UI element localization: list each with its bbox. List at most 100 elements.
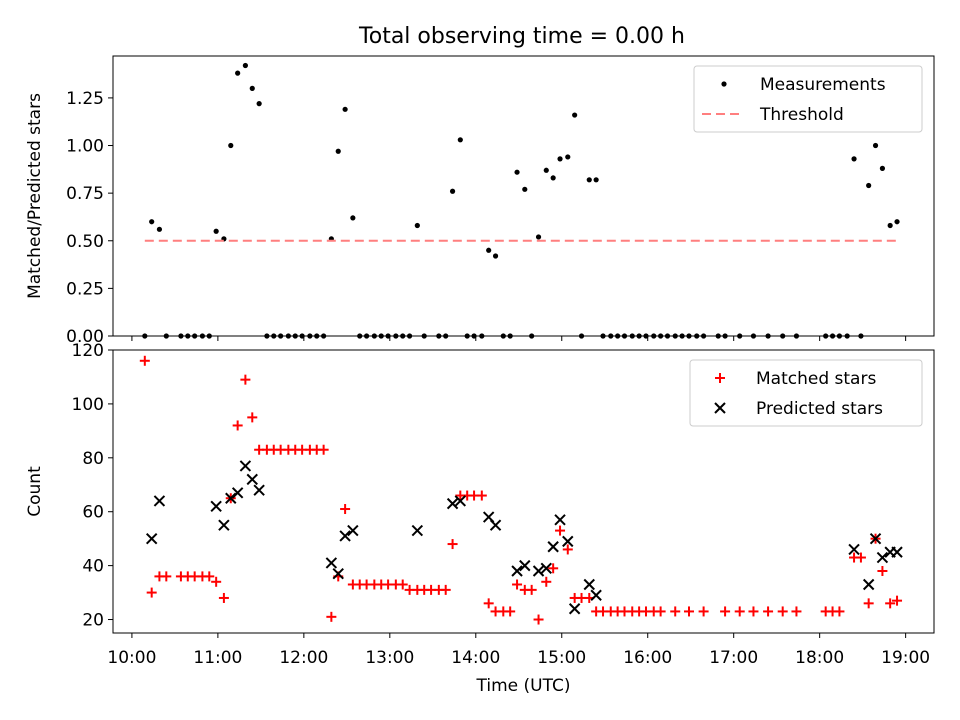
matched-star-point (548, 563, 559, 574)
predicted-star-point (568, 603, 581, 615)
legend-label: Predicted stars (756, 399, 883, 419)
top-panel: 0.00 0.25 0.50 0.75 1.00 1.25 Matched/Predicte… (25, 55, 935, 347)
matched-star-point (318, 444, 329, 455)
matched-star-point (447, 539, 458, 550)
predicted-star-point (862, 578, 875, 591)
y-tick-label: 60 (82, 503, 104, 523)
measurement-point (228, 142, 234, 149)
matched-star-point (247, 412, 258, 423)
matched-star-point (505, 606, 516, 617)
predicted-star-point (489, 519, 502, 531)
measurement-point (565, 154, 571, 160)
predicted-star-point (519, 559, 531, 572)
predicted-star-point (891, 546, 903, 558)
measurement-point (242, 62, 248, 69)
plot-frame (112, 349, 935, 634)
matched-star-point (204, 571, 215, 582)
measurement-point (414, 222, 420, 229)
measurement-point (335, 148, 341, 154)
measurement-point (492, 253, 499, 259)
predicted-star-point (253, 484, 265, 496)
y-tick-label: 0.50 (66, 232, 104, 252)
y-tick-label: 1.00 (66, 137, 104, 157)
measurement-point (235, 70, 241, 76)
matched-star-point (211, 576, 222, 587)
x-tick-label: 10:00 (107, 648, 156, 668)
y-tick-label: 1.25 (66, 89, 104, 109)
predicted-star-point (511, 565, 523, 577)
legend-box (689, 359, 923, 427)
predicted-star-point (218, 519, 230, 531)
legend-predicted-swatch (714, 402, 726, 414)
matched-star-point (763, 606, 774, 617)
legend-box (693, 65, 923, 133)
predicted-star-point (145, 532, 158, 545)
measurement-point (872, 142, 879, 149)
matched-star-point (526, 584, 537, 595)
y-tick-label: 80 (82, 449, 104, 469)
y-axis-label: Count (25, 466, 45, 517)
matched-star-point (326, 611, 337, 622)
y-tick-label: 0.00 (66, 327, 104, 347)
x-tick-label: 14:00 (451, 648, 500, 668)
measurement-point (342, 106, 348, 112)
matched-star-point (218, 592, 229, 603)
matched-star-point (555, 525, 566, 536)
x-tick-label: 12:00 (279, 648, 328, 668)
matched-star-point (855, 552, 866, 563)
matched-star-point (734, 606, 745, 617)
matched-star-point (777, 606, 788, 617)
measurement-point (449, 188, 456, 194)
matched-star-point (655, 606, 666, 617)
y-tick-label: 0.75 (66, 184, 104, 204)
plot-frame (112, 55, 935, 337)
matched-star-point (232, 420, 243, 431)
matched-star-point (885, 598, 896, 609)
matched-star-point (146, 587, 157, 598)
predicted-star-point (239, 460, 252, 472)
measurement-point (350, 215, 356, 221)
legend-label: Measurements (760, 75, 886, 95)
predicted-star-point (231, 487, 244, 499)
matched-star-point (698, 606, 709, 617)
predicted-star-point (411, 524, 424, 537)
legend-label: Threshold (759, 105, 844, 125)
matched-star-point (541, 576, 552, 587)
legend-label: Matched stars (756, 369, 876, 389)
matched-star-point (397, 579, 408, 590)
matched-star-point (670, 606, 681, 617)
matched-star-point (240, 374, 251, 385)
matched-star-point (161, 571, 172, 582)
matched-star-point (512, 579, 523, 590)
measurement-point (514, 169, 520, 175)
matched-star-point (562, 544, 573, 555)
matched-star-point (483, 598, 494, 609)
measurement-point (213, 228, 219, 234)
matched-star-point (440, 584, 451, 595)
measurement-point (149, 219, 155, 225)
predicted-star-point (869, 532, 882, 545)
predicted-star-point (153, 495, 166, 507)
predicted-star-point (332, 567, 344, 580)
matched-star-point (533, 614, 544, 625)
measurement-point (457, 137, 463, 143)
y-tick-label: 0.25 (66, 279, 104, 299)
x-axis-label: Time (UTC) (476, 676, 571, 696)
x-tick-label: 13:00 (365, 648, 414, 668)
matched-star-point (877, 566, 888, 577)
y-axis-label: Matched/Predicted stars (25, 93, 45, 299)
matched-star-point (683, 606, 694, 617)
measurement-point (535, 234, 542, 240)
predicted-star-point (210, 500, 222, 513)
measurement-point (866, 182, 872, 189)
matched-star-point (892, 595, 903, 606)
y-tick-label: 40 (82, 557, 104, 577)
predicted-star-point (325, 557, 338, 569)
x-tick-label: 19:00 (881, 648, 930, 668)
predicted-star-point (339, 530, 351, 542)
predicted-star-point (454, 495, 467, 507)
measurement-point (887, 222, 893, 229)
predicted-star-point (876, 551, 889, 564)
measurement-point (249, 85, 255, 91)
x-tick-label: 11:00 (193, 648, 242, 668)
